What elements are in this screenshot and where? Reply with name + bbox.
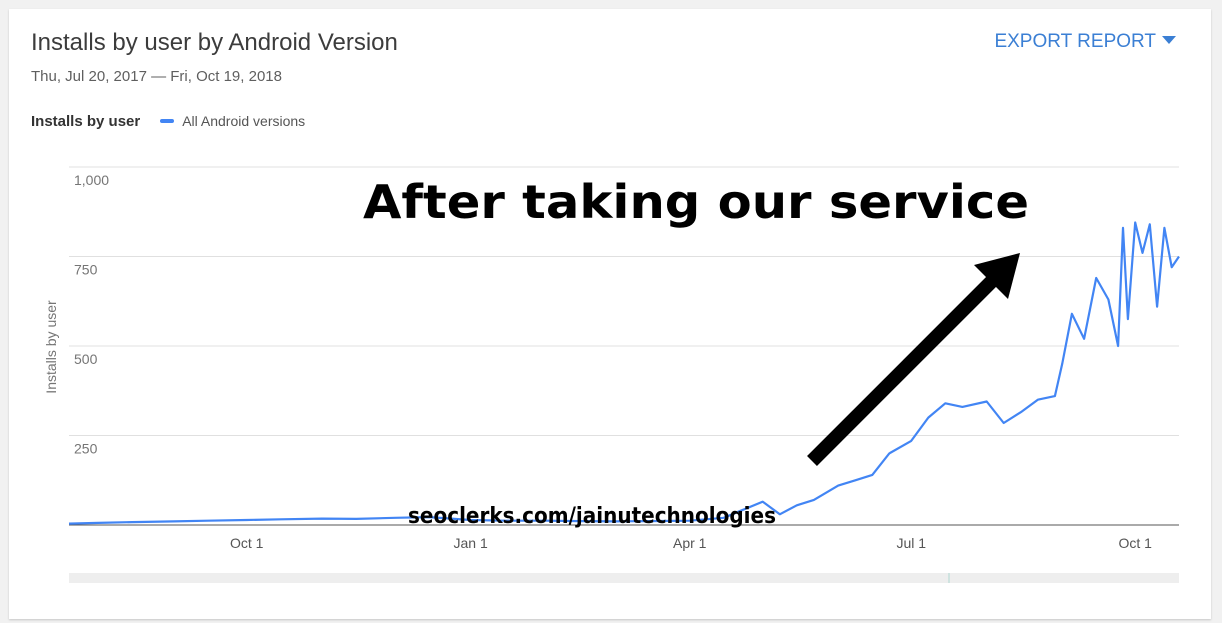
x-tick-label: Oct 1 bbox=[230, 535, 264, 551]
y-tick-label: 750 bbox=[74, 262, 98, 278]
x-tick-label: Jul 1 bbox=[896, 535, 926, 551]
legend-metric-label: Installs by user bbox=[31, 113, 141, 130]
x-tick-label: Jan 1 bbox=[454, 535, 488, 551]
report-title: Installs by user by Android Version bbox=[31, 29, 398, 56]
grid-layer bbox=[69, 166, 1179, 526]
report-card: Installs by user by Android Version Thu,… bbox=[9, 9, 1211, 619]
arrow-head bbox=[974, 253, 1020, 299]
export-report-label: EXPORT REPORT bbox=[994, 31, 1156, 52]
arrow-annotation bbox=[807, 253, 1020, 466]
y-tick-label: 250 bbox=[74, 441, 98, 457]
caret-down-icon bbox=[1162, 36, 1176, 44]
range-navigator-handle[interactable] bbox=[948, 573, 950, 583]
x-tick-labels: Oct 1 Jan 1 Apr 1 Jul 1 Oct 1 bbox=[230, 535, 1152, 551]
y-tick-label: 500 bbox=[74, 351, 98, 367]
y-tick-label: 1,000 bbox=[74, 172, 109, 188]
range-navigator[interactable] bbox=[69, 573, 1179, 583]
y-tick-labels: 250 500 750 1,000 bbox=[74, 172, 109, 457]
series-line-all-android-versions bbox=[68, 221, 1180, 525]
x-tick-label: Apr 1 bbox=[673, 535, 707, 551]
x-tick-label: Oct 1 bbox=[1118, 535, 1152, 551]
watermark-text: seoclerks.com/jainutechnologies bbox=[408, 504, 776, 529]
legend-series-label[interactable]: All Android versions bbox=[182, 113, 306, 129]
y-axis-label: Installs by user bbox=[43, 300, 59, 394]
chart-legend: Installs by user All Android versions bbox=[31, 113, 305, 131]
headline-annotation: After taking our service bbox=[363, 175, 1029, 229]
legend-swatch bbox=[160, 119, 175, 123]
date-range: Thu, Jul 20, 2017 — Fri, Oct 19, 2018 bbox=[31, 68, 282, 85]
arrow-shaft bbox=[807, 276, 997, 466]
export-report-button[interactable]: EXPORT REPORT bbox=[994, 31, 1176, 53]
